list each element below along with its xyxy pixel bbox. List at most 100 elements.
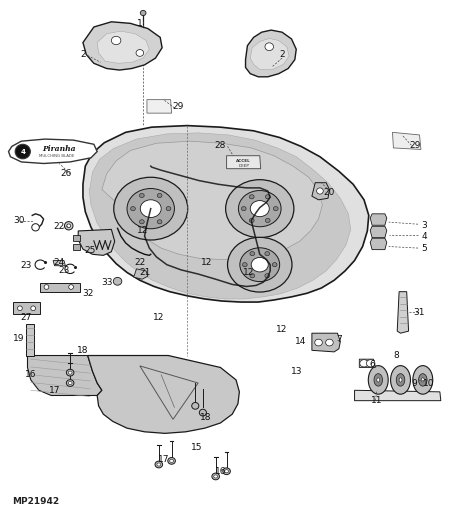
Polygon shape [370,238,387,250]
Polygon shape [13,302,40,314]
Text: 32: 32 [82,289,93,298]
Text: 16: 16 [215,467,226,476]
Ellipse shape [391,365,410,394]
Text: 24: 24 [54,257,65,267]
Ellipse shape [136,50,144,56]
Text: 29: 29 [409,141,420,150]
Ellipse shape [15,144,30,159]
Polygon shape [246,30,296,77]
Text: 30: 30 [13,216,25,225]
Ellipse shape [223,468,230,474]
Ellipse shape [228,237,292,292]
Ellipse shape [140,200,161,217]
Ellipse shape [168,458,175,464]
Text: 12: 12 [153,313,164,322]
Ellipse shape [18,306,22,310]
Polygon shape [9,139,97,163]
Ellipse shape [32,224,39,231]
Text: 12: 12 [201,257,212,267]
Polygon shape [102,141,322,260]
Polygon shape [40,283,80,292]
Text: 23: 23 [20,261,32,270]
Text: 22: 22 [134,257,146,267]
Text: Piranha: Piranha [42,145,75,154]
Text: 4: 4 [421,231,427,241]
Ellipse shape [170,459,173,462]
Ellipse shape [111,36,121,45]
Ellipse shape [226,180,294,238]
Text: 1: 1 [137,19,143,28]
Polygon shape [83,126,369,302]
Text: 15: 15 [191,443,202,452]
Polygon shape [370,214,387,225]
Polygon shape [250,38,289,70]
Ellipse shape [250,274,255,278]
Ellipse shape [272,263,277,267]
Ellipse shape [265,195,270,199]
Polygon shape [88,356,239,433]
Ellipse shape [360,360,368,367]
Text: DEEP: DEEP [238,163,249,168]
Ellipse shape [66,380,74,386]
Ellipse shape [315,339,322,346]
Ellipse shape [377,378,380,382]
Ellipse shape [139,220,144,224]
Ellipse shape [199,409,206,416]
Text: 11: 11 [371,396,383,405]
Text: MP21942: MP21942 [12,497,59,506]
Ellipse shape [67,224,71,228]
Ellipse shape [421,378,424,382]
Text: 17: 17 [158,455,169,464]
Ellipse shape [249,218,254,223]
Ellipse shape [44,284,49,290]
Polygon shape [83,22,162,70]
Ellipse shape [240,248,280,282]
Polygon shape [392,132,421,149]
Text: 20: 20 [324,187,335,197]
Ellipse shape [157,463,161,466]
Ellipse shape [368,365,388,394]
Ellipse shape [140,10,146,16]
Ellipse shape [113,277,122,285]
Text: 12: 12 [137,226,148,236]
Ellipse shape [212,473,219,480]
Ellipse shape [166,207,171,211]
Polygon shape [78,229,115,255]
Ellipse shape [68,381,72,385]
Polygon shape [73,235,80,241]
Text: MULCHING BLADE: MULCHING BLADE [39,154,74,158]
Ellipse shape [68,371,72,374]
Ellipse shape [250,201,269,217]
Ellipse shape [265,274,270,278]
Ellipse shape [64,222,73,230]
Ellipse shape [127,188,174,229]
Text: 26: 26 [61,169,72,179]
Ellipse shape [265,43,273,50]
Ellipse shape [251,257,268,272]
Ellipse shape [241,207,246,211]
Polygon shape [53,261,65,266]
Polygon shape [312,333,340,352]
Polygon shape [97,31,149,63]
Ellipse shape [66,370,74,376]
Ellipse shape [130,207,136,211]
Text: 28: 28 [215,141,226,150]
Text: 10: 10 [423,378,435,388]
Text: 29: 29 [172,102,183,111]
Text: 17: 17 [49,386,60,395]
Ellipse shape [317,188,323,194]
Polygon shape [312,183,329,200]
Ellipse shape [249,195,254,199]
Text: 3: 3 [421,221,427,230]
Text: 23: 23 [58,266,70,275]
Ellipse shape [238,190,281,227]
Ellipse shape [69,284,73,290]
Ellipse shape [374,374,383,386]
Text: 25: 25 [84,245,96,255]
Text: 2: 2 [80,50,86,59]
Polygon shape [397,292,409,333]
Ellipse shape [396,374,405,386]
Ellipse shape [191,403,199,409]
Text: ACCEL: ACCEL [236,159,251,163]
Ellipse shape [242,263,247,267]
